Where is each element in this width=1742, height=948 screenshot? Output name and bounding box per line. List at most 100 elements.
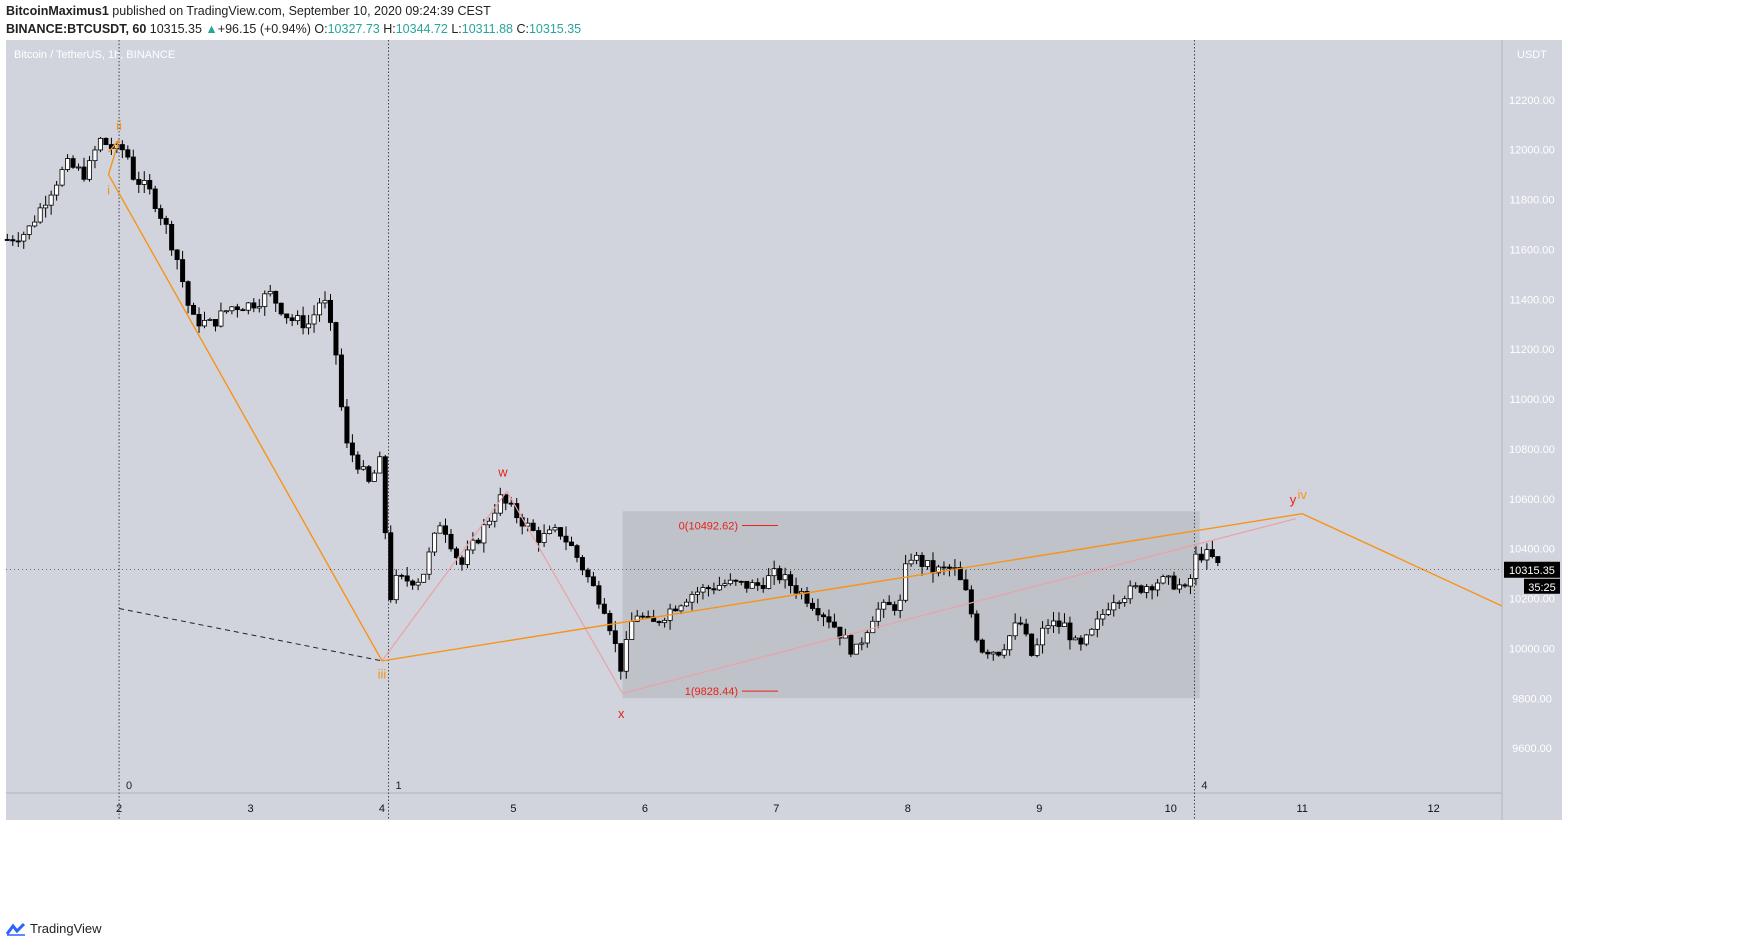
candle — [957, 561, 963, 581]
candle-body — [1204, 549, 1210, 561]
candle — [169, 220, 175, 256]
candle — [514, 497, 520, 524]
vertical-marker-label: 4 — [1201, 780, 1207, 792]
candle-body — [48, 194, 54, 206]
fib-level-label: 1(9828.44) — [685, 686, 738, 698]
candle-body — [662, 619, 668, 624]
candle-body — [1023, 623, 1029, 635]
candle — [503, 493, 509, 511]
author-name[interactable]: BitcoinMaximus1 — [6, 4, 109, 18]
candle-body — [97, 137, 103, 151]
candle-body — [990, 651, 996, 655]
candle — [453, 546, 459, 566]
candle — [1122, 595, 1128, 607]
candle-body — [623, 639, 629, 672]
candle — [1176, 578, 1182, 594]
candle — [432, 532, 438, 557]
candle — [870, 616, 876, 634]
candle-body — [284, 313, 290, 319]
candle — [1149, 584, 1155, 600]
candle — [705, 585, 711, 597]
candle — [284, 313, 290, 324]
candle-body — [897, 599, 903, 611]
candle-body — [1105, 609, 1111, 615]
candle-body — [317, 302, 323, 316]
publish-info: published on TradingView.com, September … — [112, 4, 491, 18]
candle — [81, 157, 87, 182]
candle — [722, 579, 728, 588]
candle — [306, 314, 312, 335]
y-tick-label: 11200.00 — [1509, 344, 1554, 356]
candle-body — [963, 579, 969, 591]
candle — [1209, 540, 1215, 559]
footer-brand[interactable]: TradingView — [6, 921, 102, 936]
orange-wave-line — [107, 139, 1503, 662]
x-tick-label: 2 — [116, 803, 122, 815]
candle-body — [4, 239, 10, 241]
candle-body — [952, 567, 958, 569]
vertical-marker-label: 1 — [396, 780, 402, 792]
candle — [673, 605, 679, 612]
candle — [963, 569, 969, 591]
candle-body — [1061, 622, 1067, 627]
candle — [70, 155, 76, 169]
y-tick-label: 12200.00 — [1509, 95, 1555, 107]
candle-body — [180, 259, 186, 283]
candle-body — [596, 585, 602, 605]
candle — [459, 555, 465, 571]
candle-body — [503, 494, 509, 504]
symbol-name: BINANCE:BTCUSDT, 60 — [6, 22, 147, 36]
candle-body — [771, 568, 777, 577]
x-tick-label: 4 — [379, 803, 385, 815]
y-tick-label: 10000.00 — [1509, 643, 1555, 655]
candle — [1138, 584, 1144, 595]
candle — [881, 599, 887, 618]
candle-body — [1149, 586, 1155, 591]
candle-body — [464, 549, 470, 565]
candle-body — [54, 184, 60, 196]
candle-body — [267, 290, 273, 295]
candle — [990, 651, 996, 661]
candle-body — [169, 223, 175, 251]
candle-body — [590, 576, 596, 587]
candle-body — [793, 585, 799, 594]
candle — [1018, 616, 1024, 626]
candle — [1056, 612, 1062, 634]
candle-body — [804, 591, 810, 604]
candle — [1100, 609, 1106, 626]
candle-body — [223, 310, 229, 313]
candle — [1001, 643, 1007, 659]
candle — [300, 306, 306, 335]
candle-body — [158, 208, 164, 219]
ohlc-close: 10315.35 — [528, 22, 582, 36]
candle-body — [426, 551, 432, 575]
candle — [645, 610, 651, 619]
candle — [317, 297, 323, 322]
candle-body — [689, 593, 695, 603]
countdown-badge — [1524, 578, 1560, 594]
candle — [908, 553, 914, 567]
candle — [202, 311, 208, 329]
candle — [1083, 633, 1089, 647]
candle-body — [881, 601, 887, 610]
candle — [1133, 582, 1139, 589]
candle — [207, 317, 213, 321]
candle-body — [245, 302, 251, 311]
candle — [262, 290, 268, 316]
candle — [574, 544, 580, 563]
candle — [366, 465, 372, 484]
candle — [985, 649, 991, 659]
y-tick-label: 9600.00 — [1512, 743, 1552, 755]
candle — [552, 524, 558, 533]
candle-body — [59, 169, 65, 186]
candle — [1193, 546, 1199, 586]
candle-body — [1144, 586, 1150, 593]
candle — [755, 578, 761, 591]
candle-body — [481, 524, 487, 544]
candle — [1078, 635, 1084, 651]
candle-body — [1193, 553, 1199, 579]
candle-body — [15, 240, 21, 243]
candle — [1116, 600, 1122, 609]
candle — [1144, 583, 1150, 599]
